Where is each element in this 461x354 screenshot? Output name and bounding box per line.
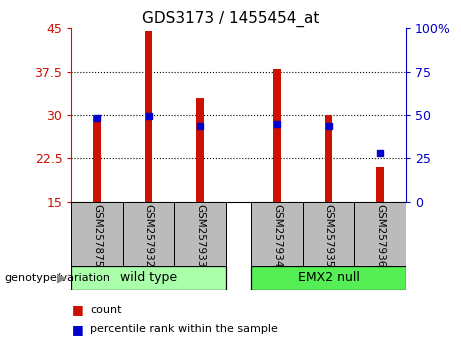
Bar — [251, 266, 406, 290]
Text: GSM257934: GSM257934 — [272, 204, 282, 267]
Text: GSM257933: GSM257933 — [195, 204, 205, 267]
Bar — [376, 167, 384, 202]
Bar — [93, 115, 101, 202]
Bar — [196, 98, 204, 202]
Text: ■: ■ — [71, 323, 83, 336]
Text: GSM257932: GSM257932 — [143, 204, 154, 267]
Text: percentile rank within the sample: percentile rank within the sample — [90, 324, 278, 334]
Bar — [174, 202, 226, 266]
Bar — [71, 266, 226, 290]
Text: GSM257875: GSM257875 — [92, 204, 102, 267]
Bar — [303, 202, 354, 266]
Text: ■: ■ — [71, 303, 83, 316]
Bar — [71, 202, 123, 266]
Bar — [325, 115, 332, 202]
Bar — [251, 202, 303, 266]
Text: GDS3173 / 1455454_at: GDS3173 / 1455454_at — [142, 11, 319, 27]
Bar — [145, 31, 153, 202]
Text: GSM257936: GSM257936 — [375, 204, 385, 267]
Bar — [123, 202, 174, 266]
Bar — [354, 202, 406, 266]
Text: ▶: ▶ — [58, 272, 67, 284]
Text: count: count — [90, 305, 121, 315]
Text: EMX2 null: EMX2 null — [298, 272, 360, 284]
Text: GSM257935: GSM257935 — [324, 204, 334, 267]
Text: wild type: wild type — [120, 272, 177, 284]
Text: genotype/variation: genotype/variation — [5, 273, 111, 283]
Bar — [273, 69, 281, 202]
